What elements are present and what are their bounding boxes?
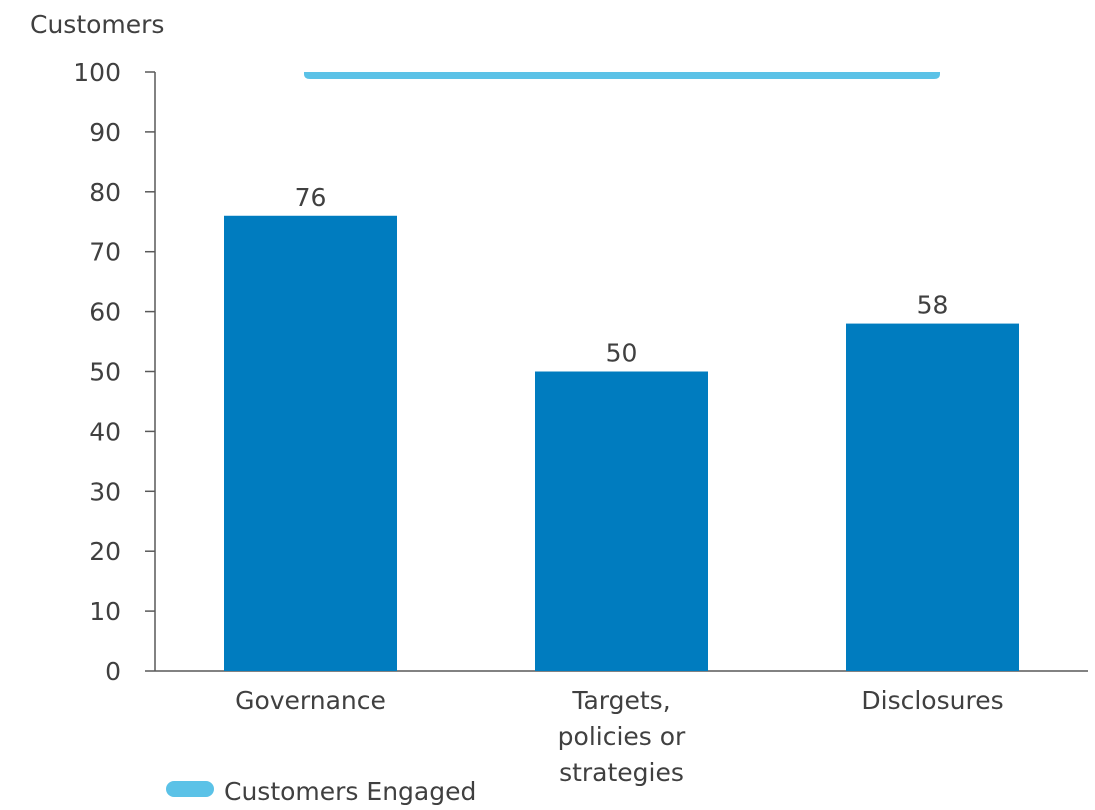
bar	[846, 323, 1019, 671]
data-label: 76	[295, 183, 327, 212]
x-axis: Governance Targets, policies or strategies D…	[155, 670, 1088, 787]
y-tick-label: 80	[89, 178, 121, 207]
bar	[535, 371, 708, 671]
y-tick-label: 10	[89, 597, 121, 626]
y-tick-label: 50	[89, 358, 121, 387]
x-tick-label: Targets, policies or strategies	[558, 686, 686, 787]
y-tick-label: 100	[73, 58, 121, 87]
reference-line-group	[304, 72, 940, 79]
bar	[224, 215, 397, 671]
y-tick-label: 30	[89, 477, 121, 506]
x-tick-label: Disclosures	[861, 686, 1003, 715]
legend: Customers Engaged	[166, 777, 476, 806]
y-axis-title: Customers	[30, 10, 164, 39]
bars: 76 50 58	[224, 183, 1019, 671]
y-tick-label: 70	[89, 238, 121, 267]
y-tick-label: 20	[89, 537, 121, 566]
reference-line	[304, 72, 940, 79]
y-tick-label: 40	[89, 417, 121, 446]
x-tick-label: Governance	[235, 686, 386, 715]
data-label: 50	[606, 339, 638, 368]
legend-label: Customers Engaged	[224, 777, 476, 806]
y-tick-label: 60	[89, 298, 121, 327]
legend-swatch	[166, 781, 214, 797]
y-tick-label: 0	[105, 657, 121, 686]
data-label: 58	[917, 291, 949, 320]
y-axis: 0 10 20 30 40 50 60 70 80 90 100	[73, 58, 156, 686]
y-tick-label: 90	[89, 118, 121, 147]
